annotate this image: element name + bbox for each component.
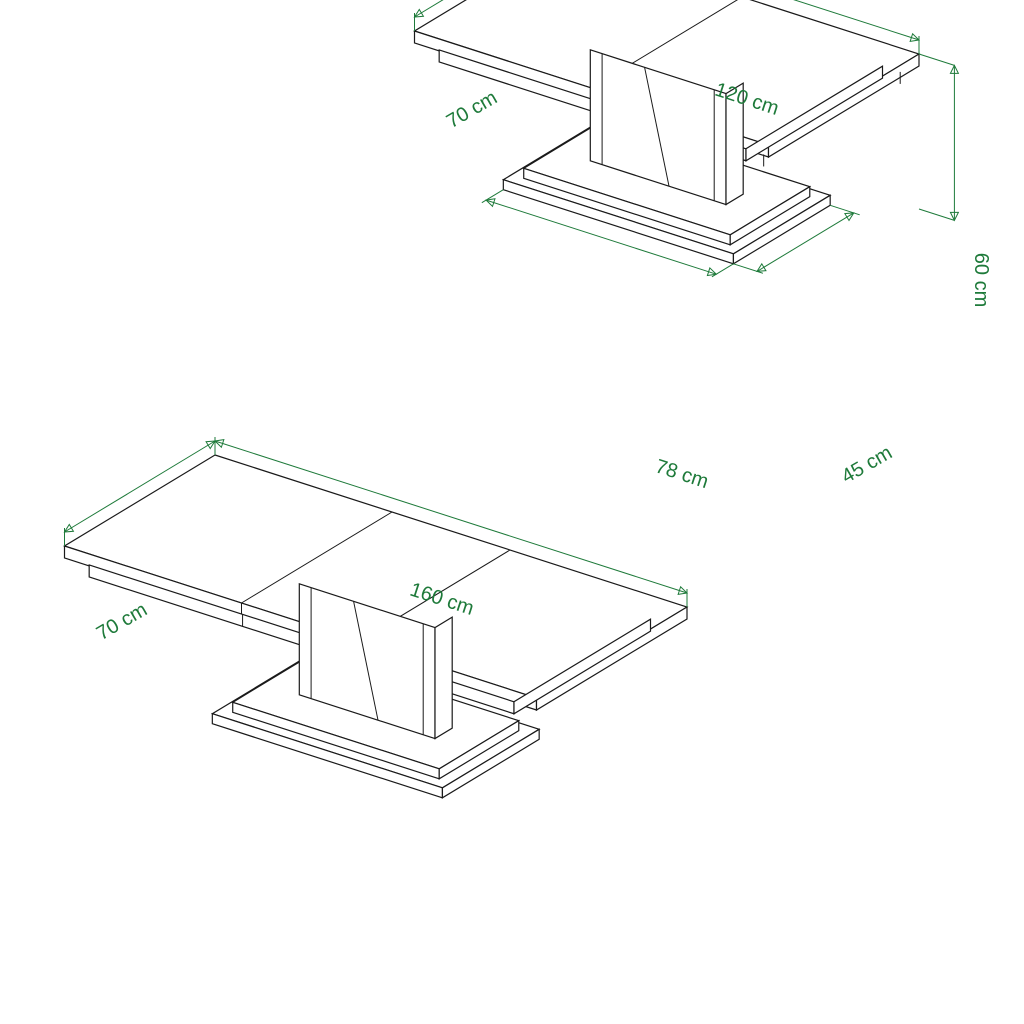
dimension-line [950,65,958,220]
dim-base-length-label: 78 cm [653,455,712,493]
dim-depth-label: 70 cm [93,599,151,645]
table-open: 70 cm160 cm [65,437,688,798]
dim-depth-label: 70 cm [443,87,501,133]
dim-base-depth-label: 45 cm [838,442,896,488]
table-closed: 70 cm120 cm60 cm78 cm45 cm [415,0,993,493]
dim-height-label: 60 cm [970,253,992,307]
